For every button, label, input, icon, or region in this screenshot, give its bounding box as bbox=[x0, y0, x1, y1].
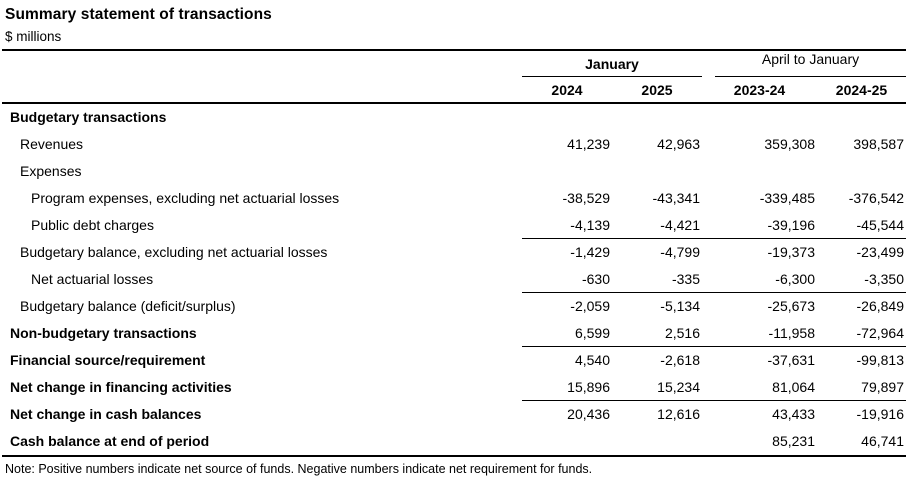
cell-value: -45,544 bbox=[817, 212, 906, 239]
cell-value: -6,300 bbox=[702, 266, 817, 293]
cell-value: 41,239 bbox=[567, 136, 610, 152]
table-row: Program expenses, excluding net actuaria… bbox=[2, 185, 906, 212]
row-label: Net change in cash balances bbox=[10, 406, 202, 422]
cell-value bbox=[817, 104, 906, 131]
cell-value: -1,429 bbox=[570, 244, 610, 260]
cell-value: 2,516 bbox=[612, 320, 702, 347]
table-row: Revenues 41,239 42,963 359,308 398,587 bbox=[2, 131, 906, 158]
row-label: Net actuarial losses bbox=[31, 271, 154, 287]
cell-value: 12,616 bbox=[657, 406, 700, 422]
page-title: Summary statement of transactions bbox=[5, 6, 272, 23]
cell-value: -5,134 bbox=[660, 298, 700, 314]
units-label: $ millions bbox=[5, 29, 62, 44]
cell-value: -25,673 bbox=[767, 298, 815, 314]
row-label: Cash balance at end of period bbox=[10, 433, 210, 449]
cell-value: -630 bbox=[522, 266, 612, 293]
column-header-spacer bbox=[2, 77, 522, 102]
cell-value: -4,799 bbox=[660, 244, 700, 260]
column-header-2025: 2025 bbox=[641, 82, 673, 98]
cell-value: 79,897 bbox=[817, 374, 906, 401]
table-row: Financial source/requirement 4,540 -2,618 -… bbox=[2, 347, 906, 374]
cell-value: -4,421 bbox=[612, 212, 702, 239]
cell-value: -37,631 bbox=[767, 352, 815, 368]
cell-value: -3,350 bbox=[817, 266, 906, 293]
row-label: Expenses bbox=[20, 163, 82, 179]
row-label: Revenues bbox=[20, 136, 84, 152]
cell-value: -99,813 bbox=[856, 352, 904, 368]
column-group-april-to-january: April to January bbox=[715, 51, 906, 77]
row-label: Budgetary balance (deficit/surplus) bbox=[20, 298, 236, 314]
cell-value: -11,958 bbox=[702, 320, 817, 347]
cell-value: 359,308 bbox=[764, 136, 815, 152]
cell-value: 15,234 bbox=[612, 374, 702, 401]
cell-value: -339,485 bbox=[759, 190, 815, 206]
row-label: Budgetary balance, excluding net actuari… bbox=[20, 244, 328, 260]
cell-value bbox=[702, 104, 817, 131]
cell-value bbox=[612, 428, 702, 455]
table-row: Net change in financing activities 15,896… bbox=[2, 374, 906, 401]
table-body: Budgetary transactions Revenues 41,239 42,9… bbox=[2, 104, 906, 457]
column-header-2023-24: 2023-24 bbox=[733, 82, 786, 98]
cell-value: 43,433 bbox=[772, 406, 815, 422]
cell-value: -4,139 bbox=[522, 212, 612, 239]
column-header-2024-25: 2024-25 bbox=[835, 82, 888, 98]
cell-value bbox=[522, 104, 612, 131]
cell-value bbox=[522, 158, 612, 185]
cell-value: 46,741 bbox=[861, 433, 904, 449]
column-group-january: January bbox=[522, 51, 702, 77]
row-label: Financial source/requirement bbox=[10, 352, 206, 368]
cell-value: -38,529 bbox=[562, 190, 610, 206]
column-group-header-row: January April to January bbox=[2, 51, 906, 77]
row-label: Public debt charges bbox=[31, 217, 154, 233]
cell-value: -335 bbox=[612, 266, 702, 293]
cell-value: -23,499 bbox=[856, 244, 904, 260]
table-row: Net actuarial losses -630 -335 -6,300 -3,350 bbox=[2, 266, 906, 293]
table-row: Budgetary balance, excluding net actuari… bbox=[2, 239, 906, 266]
column-group-april-to-january-wrap: April to January bbox=[702, 51, 906, 77]
cell-value: -19,373 bbox=[767, 244, 815, 260]
cell-value: 398,587 bbox=[853, 136, 904, 152]
cell-value: -43,341 bbox=[652, 190, 700, 206]
table-row: Non-budgetary transactions 6,599 2,516 -11,… bbox=[2, 320, 906, 347]
cell-value: 15,896 bbox=[522, 374, 612, 401]
cell-value: -39,196 bbox=[702, 212, 817, 239]
cell-value: 85,231 bbox=[772, 433, 815, 449]
cell-value: -2,618 bbox=[660, 352, 700, 368]
cell-value: 42,963 bbox=[657, 136, 700, 152]
cell-value bbox=[817, 158, 906, 185]
row-label: Program expenses, excluding net actuaria… bbox=[31, 190, 340, 206]
table-row: Public debt charges -4,139 -4,421 -39,196 -4… bbox=[2, 212, 906, 239]
cell-value: -19,916 bbox=[856, 406, 904, 422]
table-row: Budgetary balance (deficit/surplus) -2,05… bbox=[2, 293, 906, 320]
cell-value: -26,849 bbox=[856, 298, 904, 314]
footnote: Note: Positive numbers indicate net sour… bbox=[5, 462, 593, 476]
cell-value bbox=[612, 104, 702, 131]
table-row: Expenses bbox=[2, 158, 906, 185]
title-block: Summary statement of transactions $ mill… bbox=[0, 0, 912, 46]
cell-value: 20,436 bbox=[567, 406, 610, 422]
cell-value bbox=[612, 158, 702, 185]
cell-value: 6,599 bbox=[522, 320, 612, 347]
row-label: Net change in financing activities bbox=[10, 379, 232, 395]
table-row: Net change in cash balances 20,436 12,616 4… bbox=[2, 401, 906, 428]
cell-value: -72,964 bbox=[817, 320, 906, 347]
cell-value bbox=[522, 428, 612, 455]
summary-table: January April to January 2024 2025 2023-… bbox=[2, 49, 906, 457]
cell-value bbox=[702, 158, 817, 185]
row-label: Budgetary transactions bbox=[10, 109, 167, 125]
group-header-spacer bbox=[2, 51, 522, 77]
table-row: Cash balance at end of period 85,231 46,74… bbox=[2, 428, 906, 455]
cell-value: -2,059 bbox=[570, 298, 610, 314]
row-label: Non-budgetary transactions bbox=[10, 325, 197, 341]
cell-value: 81,064 bbox=[702, 374, 817, 401]
column-header-2024: 2024 bbox=[551, 82, 583, 98]
cell-value: -376,542 bbox=[848, 190, 904, 206]
column-header-row: 2024 2025 2023-24 2024-25 bbox=[2, 77, 906, 104]
cell-value: 4,540 bbox=[574, 352, 610, 368]
table-row: Budgetary transactions bbox=[2, 104, 906, 131]
